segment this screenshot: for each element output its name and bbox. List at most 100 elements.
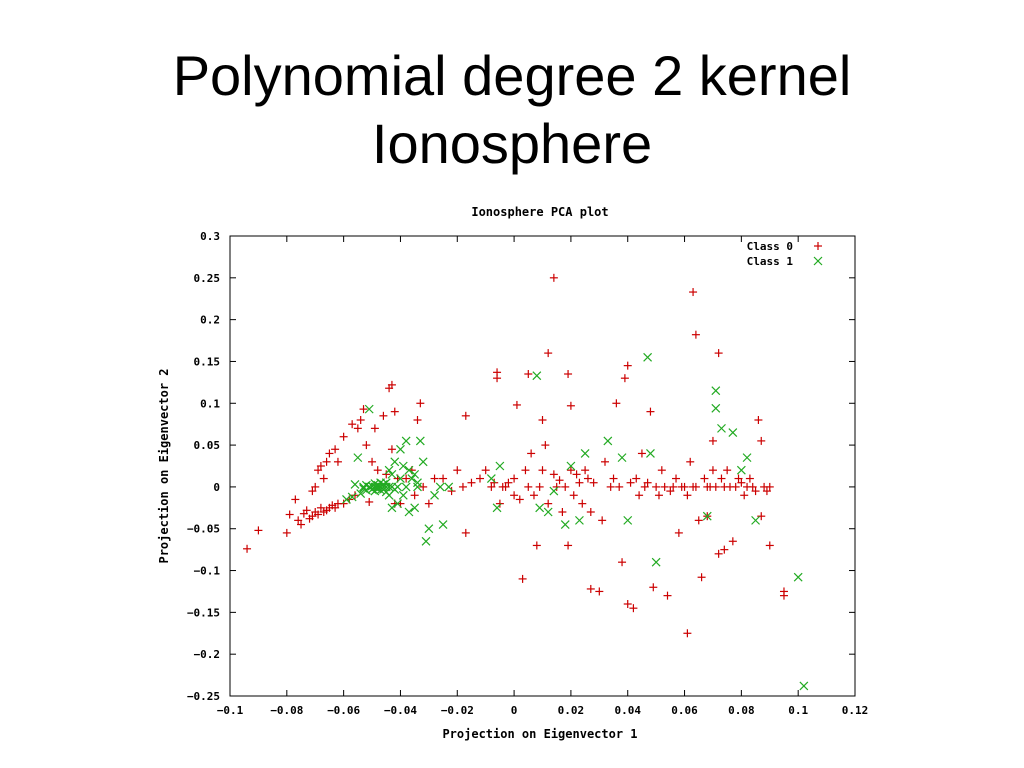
class-0-point: [762, 487, 771, 496]
class-0-point: [294, 516, 303, 525]
y-tick-label: 0.2: [200, 314, 220, 327]
y-tick-label: 0.25: [194, 272, 221, 285]
class-0-point: [319, 474, 328, 483]
class-0-point: [314, 510, 323, 519]
class-0-point: [544, 499, 553, 508]
class-0-point: [779, 591, 788, 600]
x-tick-label: −0.08: [270, 704, 303, 717]
x-tick-label: 0.04: [614, 704, 641, 717]
class-0-point: [555, 476, 564, 485]
class-1-point: [492, 503, 502, 513]
class-0-point: [379, 411, 388, 420]
class-0-point: [618, 558, 627, 567]
class-0-point: [700, 474, 709, 483]
slide-title: Polynomial degree 2 kernel Ionosphere: [0, 42, 1024, 178]
class-0-point: [521, 466, 530, 475]
class-1-point: [393, 499, 403, 509]
class-1-point: [387, 503, 397, 513]
class-1-point: [736, 465, 746, 475]
class-0-point: [458, 482, 467, 491]
class-0-point: [524, 482, 533, 491]
class-0-point: [632, 474, 641, 483]
class-1-point: [430, 490, 439, 500]
class-0-point: [351, 491, 359, 500]
y-tick-label: 0.1: [200, 397, 220, 410]
class-1-point: [728, 428, 738, 437]
class-1-point: [543, 507, 553, 517]
class-0-point: [737, 478, 746, 487]
class-0-point: [419, 482, 428, 491]
class-0-point: [541, 441, 550, 450]
class-1-point: [617, 453, 627, 463]
class-0-point: [680, 482, 689, 491]
x-tick-label: 0.02: [558, 704, 585, 717]
class-1-point: [390, 457, 400, 467]
class-1-point: [424, 524, 434, 534]
class-0-point: [595, 587, 604, 596]
class-0-point: [243, 544, 252, 553]
class-0-point: [515, 495, 524, 504]
class-1-point: [623, 515, 633, 525]
class-0-point: [652, 482, 661, 491]
class-0-point: [331, 503, 340, 512]
class-0-point: [694, 516, 703, 525]
class-0-point: [629, 604, 638, 613]
legend-label: Class 0: [747, 240, 793, 253]
class-0-point: [493, 368, 502, 377]
class-0-point: [589, 478, 598, 487]
data-points: [243, 273, 809, 691]
class-1-point: [651, 557, 661, 567]
class-0-point: [524, 370, 533, 378]
class-0-point: [654, 491, 663, 500]
class-1-point: [347, 492, 357, 502]
class-1-point: [575, 515, 584, 525]
legend-label: Class 1: [747, 255, 794, 268]
class-1-point: [410, 503, 420, 513]
class-0-point: [529, 491, 538, 500]
class-1-point: [407, 474, 417, 483]
class-1-point: [603, 436, 613, 446]
class-0-point: [583, 474, 592, 483]
x-tick-label: 0.06: [671, 704, 698, 717]
class-0-point: [495, 499, 504, 508]
class-0-point: [510, 491, 519, 500]
class-1-point: [381, 478, 391, 488]
class-0-point: [683, 629, 692, 638]
class-0-point: [316, 462, 325, 470]
class-0-point: [765, 541, 774, 550]
y-tick-label: −0.15: [187, 606, 220, 619]
class-0-point: [663, 591, 672, 600]
class-1-point: [566, 461, 576, 471]
class-1-point: [401, 482, 411, 492]
class-1-point: [410, 469, 420, 479]
legend-marker: [813, 256, 823, 266]
class-0-point: [564, 541, 573, 550]
class-1-point: [742, 453, 752, 463]
y-tick-label: −0.25: [187, 690, 220, 703]
class-0-point: [325, 449, 334, 458]
class-0-point: [691, 482, 700, 491]
class-1-point: [342, 495, 351, 504]
class-0-point: [552, 482, 561, 491]
y-tick-label: −0.2: [194, 648, 221, 661]
class-1-point: [353, 453, 363, 463]
class-0-point: [714, 349, 723, 358]
class-1-point: [702, 511, 712, 521]
y-tick-label: 0.15: [194, 355, 221, 368]
x-tick-label: −0.1: [217, 704, 244, 717]
class-0-point: [387, 445, 396, 454]
x-tick-label: −0.06: [327, 704, 360, 717]
class-0-point: [581, 466, 590, 475]
class-1-point: [444, 482, 454, 492]
class-0-point: [720, 545, 729, 554]
class-1-point: [350, 479, 360, 489]
y-tick-label: −0.05: [187, 523, 220, 536]
class-0-point: [575, 478, 584, 487]
class-0-point: [333, 457, 342, 466]
class-0-point: [510, 474, 519, 483]
class-1-point: [751, 515, 760, 525]
class-0-point: [586, 508, 595, 516]
class-1-point: [415, 436, 425, 446]
class-0-point: [612, 399, 621, 408]
chart-title: Ionosphere PCA plot: [471, 205, 608, 219]
